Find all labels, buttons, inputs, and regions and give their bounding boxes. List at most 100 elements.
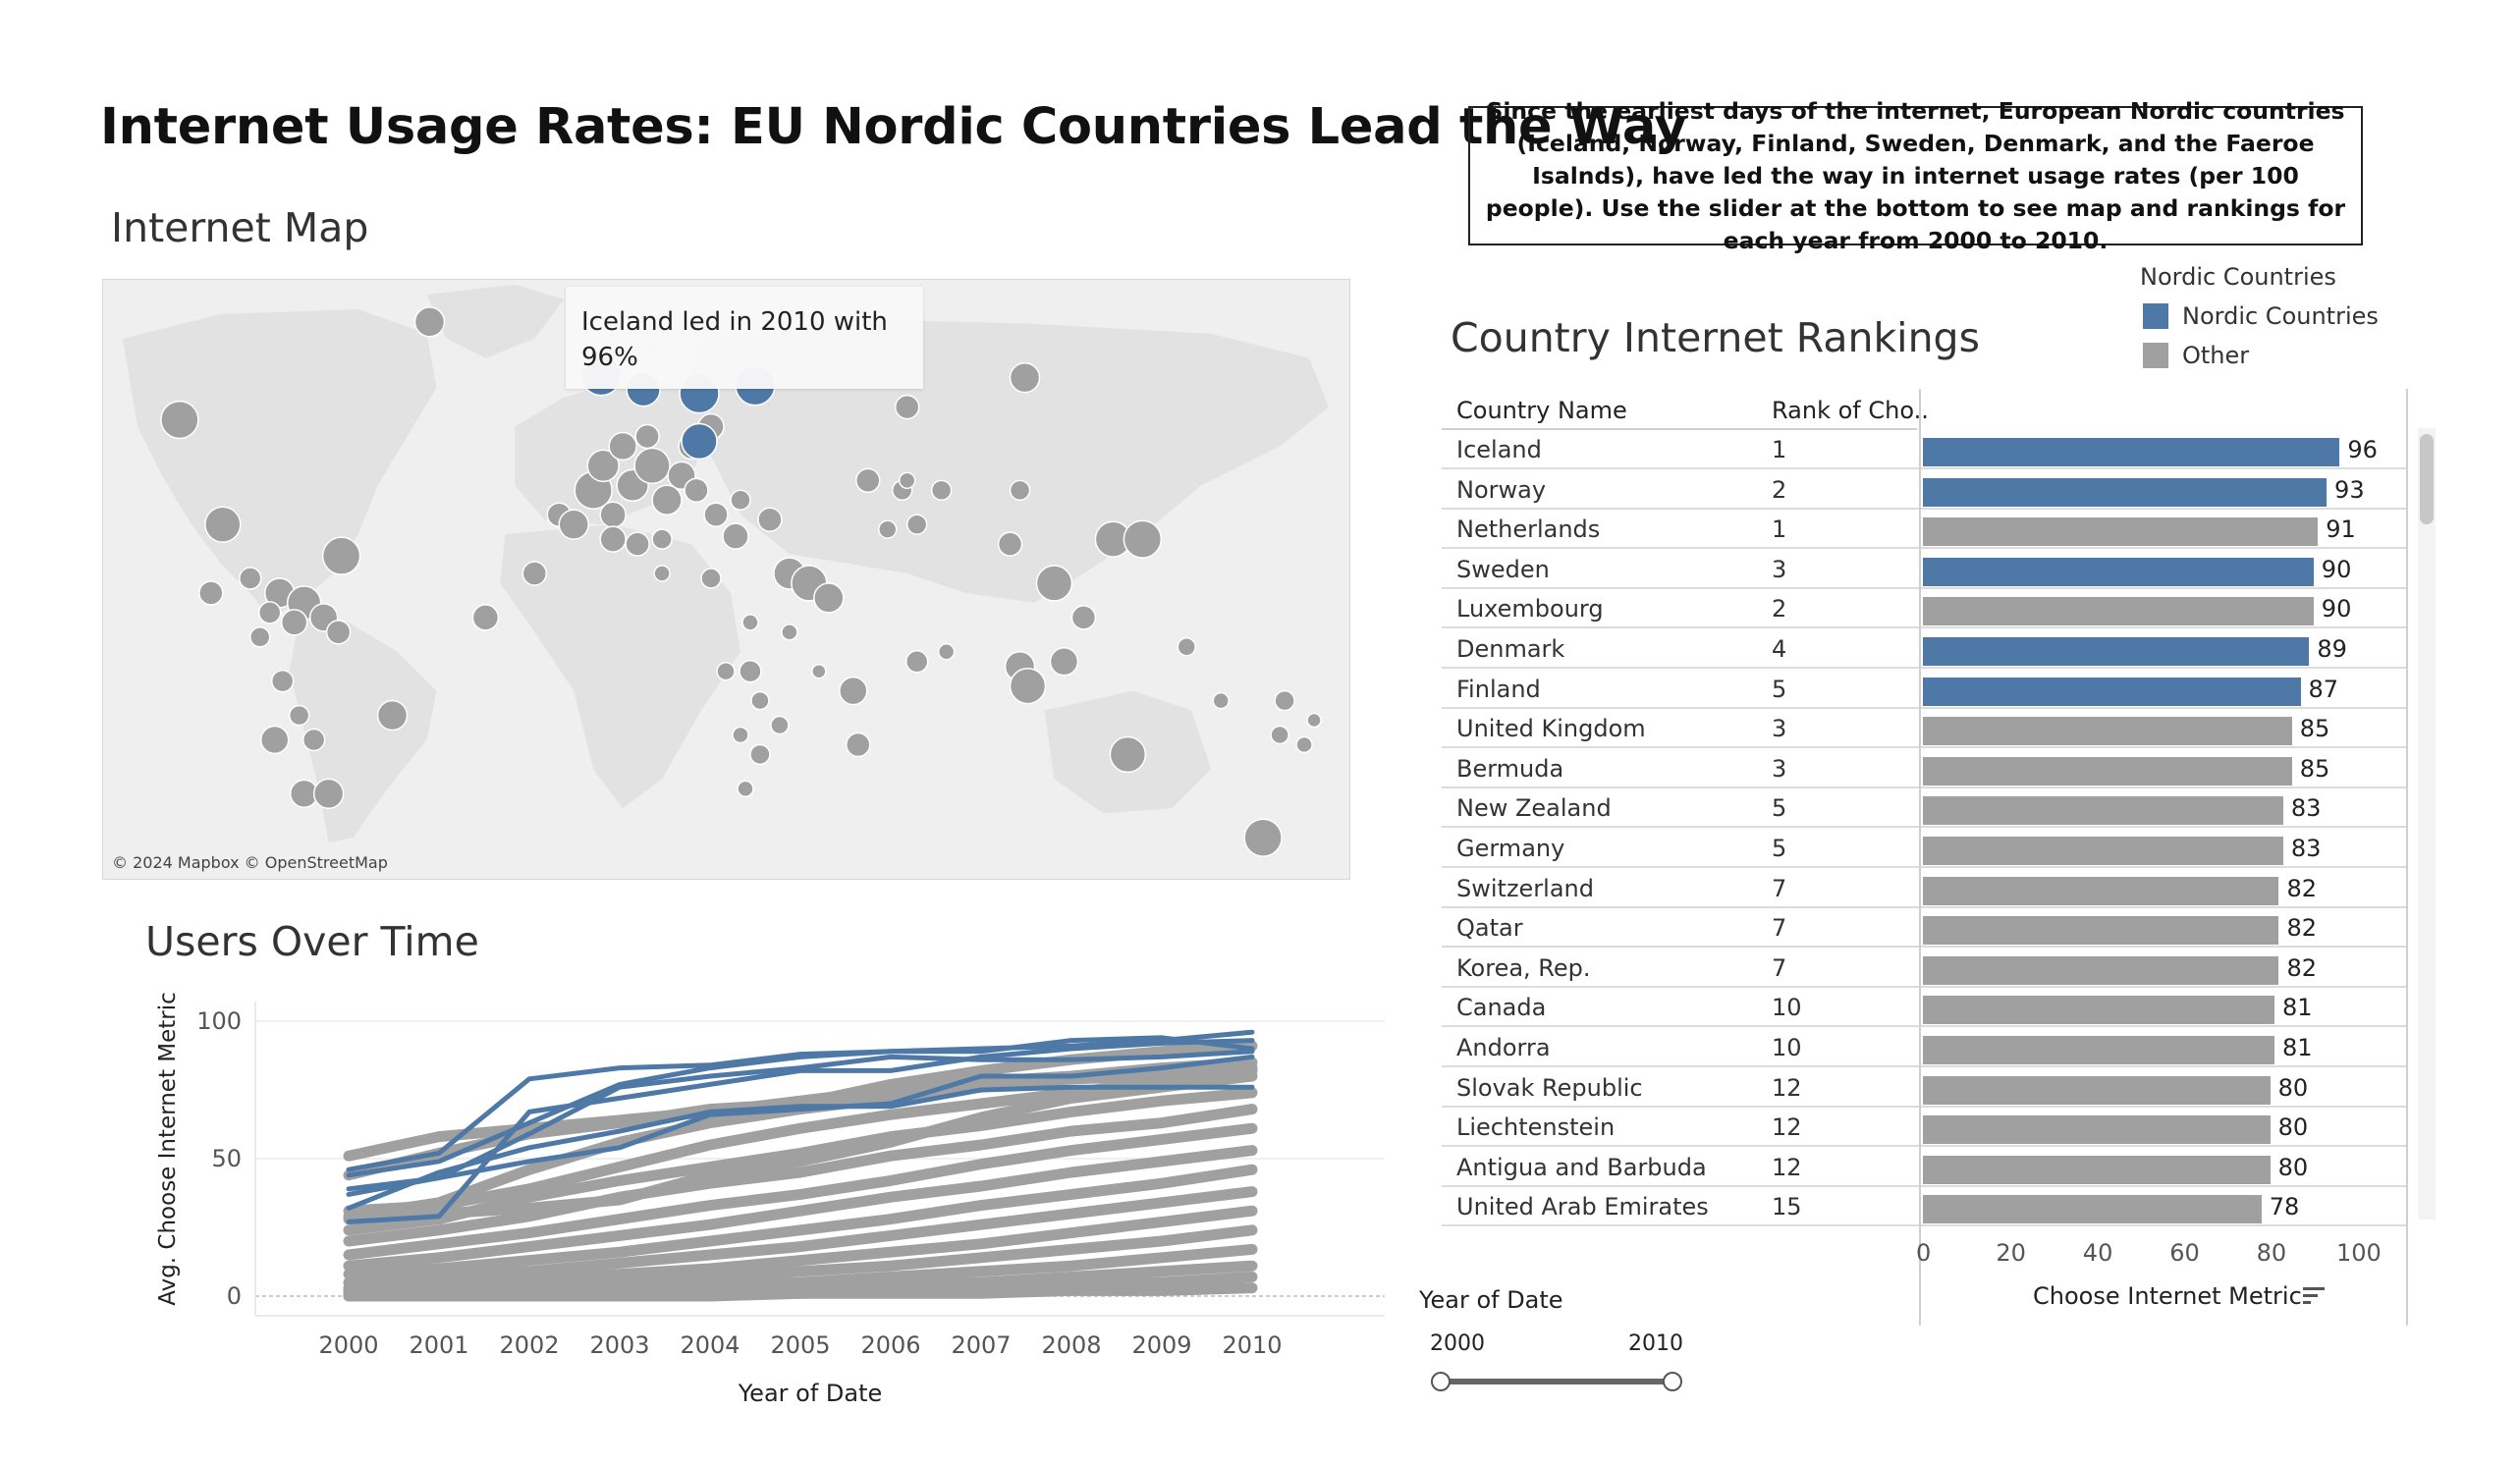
ranking-bar[interactable] xyxy=(1923,1195,2262,1224)
row-divider xyxy=(1923,1065,2407,1067)
ranking-bar[interactable] xyxy=(1923,1075,2271,1105)
ranking-bar[interactable] xyxy=(1923,1036,2275,1064)
table-right-border xyxy=(2406,389,2408,1326)
table-row[interactable]: Sweden 3 90 xyxy=(1442,550,2457,589)
table-row[interactable]: Denmark 4 89 xyxy=(1442,629,2457,669)
table-row[interactable]: Slovak Republic 12 80 xyxy=(1442,1068,2457,1108)
table-row[interactable]: Andorra 10 81 xyxy=(1442,1028,2457,1067)
ranking-bar[interactable] xyxy=(1923,916,2279,946)
country-name: Andorra xyxy=(1456,1034,1551,1061)
bar-axis-tick: 100 xyxy=(2336,1239,2382,1267)
bar-value-label: 90 xyxy=(2321,595,2352,624)
users-over-time-chart[interactable]: 0 50 100 2000 2001 2002 2003 2004 2005 2006 2007 20… xyxy=(137,982,1385,1424)
year-slider-title: Year of Date xyxy=(1419,1286,1563,1314)
year-range-slider[interactable] xyxy=(1429,1369,1684,1394)
country-rank: 3 xyxy=(1772,715,1787,743)
table-row[interactable]: Canada 10 81 xyxy=(1442,988,2457,1028)
ranking-bar[interactable] xyxy=(1923,876,2279,905)
country-name: Norway xyxy=(1456,475,1547,504)
sort-icon[interactable] xyxy=(2303,1286,2325,1306)
country-rank: 12 xyxy=(1772,1113,1802,1142)
x-tick-label: 2001 xyxy=(409,1331,468,1359)
table-row[interactable]: Germany 5 83 xyxy=(1442,829,2457,868)
country-name: United Kingdom xyxy=(1456,715,1646,743)
country-rank: 10 xyxy=(1772,994,1802,1022)
row-divider xyxy=(1442,1105,1923,1108)
bar-value-label: 83 xyxy=(2290,835,2322,862)
y-tick-label: 50 xyxy=(211,1145,242,1172)
scrollbar-track[interactable] xyxy=(2418,428,2436,1220)
row-divider xyxy=(1442,1145,1923,1148)
row-divider xyxy=(1923,1145,2407,1148)
row-divider xyxy=(1923,626,2407,629)
table-row[interactable]: Luxembourg 2 90 xyxy=(1442,589,2457,629)
row-divider xyxy=(1442,507,1923,510)
row-divider xyxy=(1923,1105,2407,1108)
ranking-bar[interactable] xyxy=(1923,597,2314,626)
table-row[interactable]: Switzerland 7 82 xyxy=(1442,869,2457,908)
ranking-bar[interactable] xyxy=(1923,796,2283,826)
bar-axis-tick: 40 xyxy=(2082,1239,2113,1267)
row-divider xyxy=(1442,1025,1923,1028)
ranking-bar[interactable] xyxy=(1923,996,2275,1025)
ranking-bar[interactable] xyxy=(1923,677,2301,706)
ranking-bar[interactable] xyxy=(1923,717,2292,746)
country-rank: 3 xyxy=(1772,555,1787,583)
table-row[interactable]: Netherlands 1 91 xyxy=(1442,510,2457,550)
bar-axis-tick: 60 xyxy=(2169,1239,2200,1267)
table-row[interactable]: Antigua and Barbuda 12 80 xyxy=(1442,1148,2457,1187)
legend-item-other[interactable]: Other xyxy=(2143,342,2249,369)
ranking-bar[interactable] xyxy=(1923,477,2328,507)
bar-value-label: 80 xyxy=(2277,1153,2309,1181)
column-header-country[interactable]: Country Name xyxy=(1456,397,1627,424)
x-tick-label: 2002 xyxy=(499,1331,559,1359)
bar-value-label: 80 xyxy=(2277,1113,2309,1142)
table-row[interactable]: Iceland 1 96 xyxy=(1442,430,2457,469)
asia-landmass xyxy=(691,318,1330,603)
row-divider xyxy=(1923,467,2407,469)
row-divider xyxy=(1442,626,1923,629)
table-row[interactable]: United Kingdom 3 85 xyxy=(1442,709,2457,749)
bar-value-label: 78 xyxy=(2269,1193,2300,1221)
table-row[interactable]: Finland 5 87 xyxy=(1442,670,2457,709)
column-header-rank[interactable]: Rank of Cho.. xyxy=(1772,397,1929,424)
ranking-bar[interactable] xyxy=(1923,1155,2271,1184)
table-row[interactable]: Qatar 7 82 xyxy=(1442,908,2457,949)
table-row[interactable]: New Zealand 5 83 xyxy=(1442,788,2457,829)
x-tick-label: 2007 xyxy=(951,1331,1011,1359)
legend-item-nordic[interactable]: Nordic Countries xyxy=(2143,302,2379,330)
ranking-bar[interactable] xyxy=(1923,438,2340,466)
country-rank: 5 xyxy=(1772,835,1787,862)
bar-value-label: 87 xyxy=(2308,675,2339,703)
ranking-bar[interactable] xyxy=(1923,837,2283,865)
ranking-bar[interactable] xyxy=(1923,955,2279,985)
ranking-bar[interactable] xyxy=(1923,637,2310,666)
ranking-bar[interactable] xyxy=(1923,756,2292,786)
y-axis-label: Avg. Choose Internet Metric xyxy=(155,992,181,1306)
rankings-table[interactable]: Iceland 1 96 Norway 2 93 Netherlands 1 91 Sweden 3… xyxy=(1442,387,2457,1329)
bar-axis-tick: 20 xyxy=(1996,1239,2026,1267)
country-name: New Zealand xyxy=(1456,794,1612,823)
africa-landmass xyxy=(500,524,740,809)
table-row[interactable]: Liechtenstein 12 80 xyxy=(1442,1108,2457,1148)
country-name: Switzerland xyxy=(1456,874,1594,902)
ranking-bar[interactable] xyxy=(1923,557,2314,586)
scrollbar-thumb[interactable] xyxy=(2420,434,2434,524)
year-slider-max-label: 2010 xyxy=(1628,1331,1683,1356)
row-divider xyxy=(1442,1224,1923,1227)
country-rank: 5 xyxy=(1772,675,1787,703)
bar-value-label: 91 xyxy=(2326,515,2356,544)
row-divider xyxy=(1442,826,1923,829)
series-line-other xyxy=(343,1122,1258,1261)
country-rank: 2 xyxy=(1772,475,1787,504)
series-line-nordic xyxy=(346,1035,1255,1172)
table-row[interactable]: Norway 2 93 xyxy=(1442,470,2457,510)
country-rank: 7 xyxy=(1772,874,1787,902)
bar-value-label: 85 xyxy=(2299,754,2330,783)
table-row[interactable]: Bermuda 3 85 xyxy=(1442,749,2457,788)
x-tick-label: 2000 xyxy=(318,1331,378,1359)
table-row[interactable]: Korea, Rep. 7 82 xyxy=(1442,949,2457,988)
table-row[interactable]: United Arab Emirates 15 78 xyxy=(1442,1187,2457,1227)
ranking-bar[interactable] xyxy=(1923,517,2319,547)
ranking-bar[interactable] xyxy=(1923,1115,2271,1145)
